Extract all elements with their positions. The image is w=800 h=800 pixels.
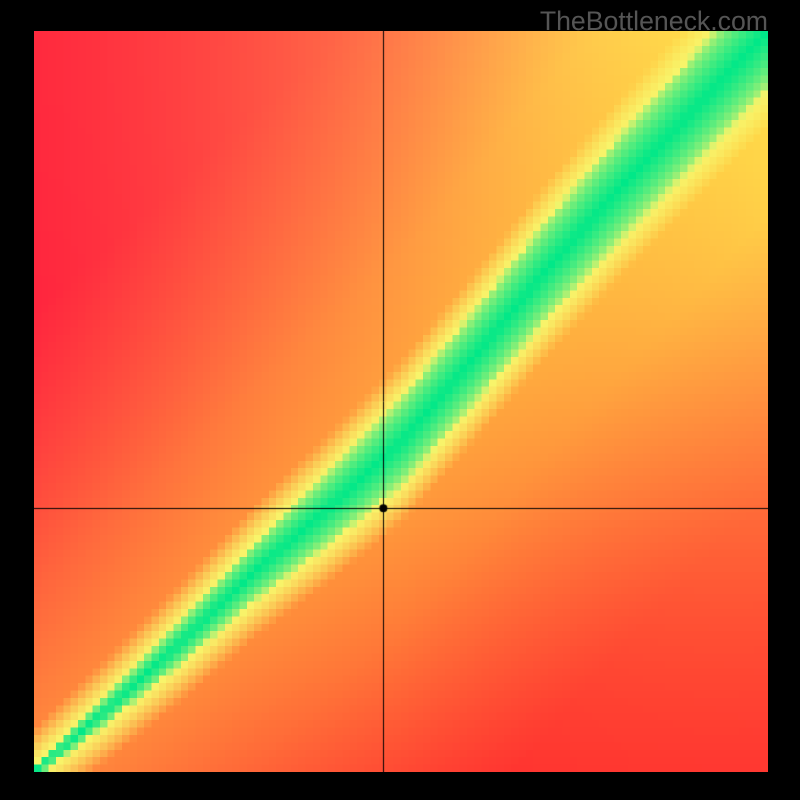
chart-container: TheBottleneck.com <box>0 0 800 800</box>
watermark-text: TheBottleneck.com <box>540 6 768 37</box>
crosshair-overlay <box>34 31 768 772</box>
